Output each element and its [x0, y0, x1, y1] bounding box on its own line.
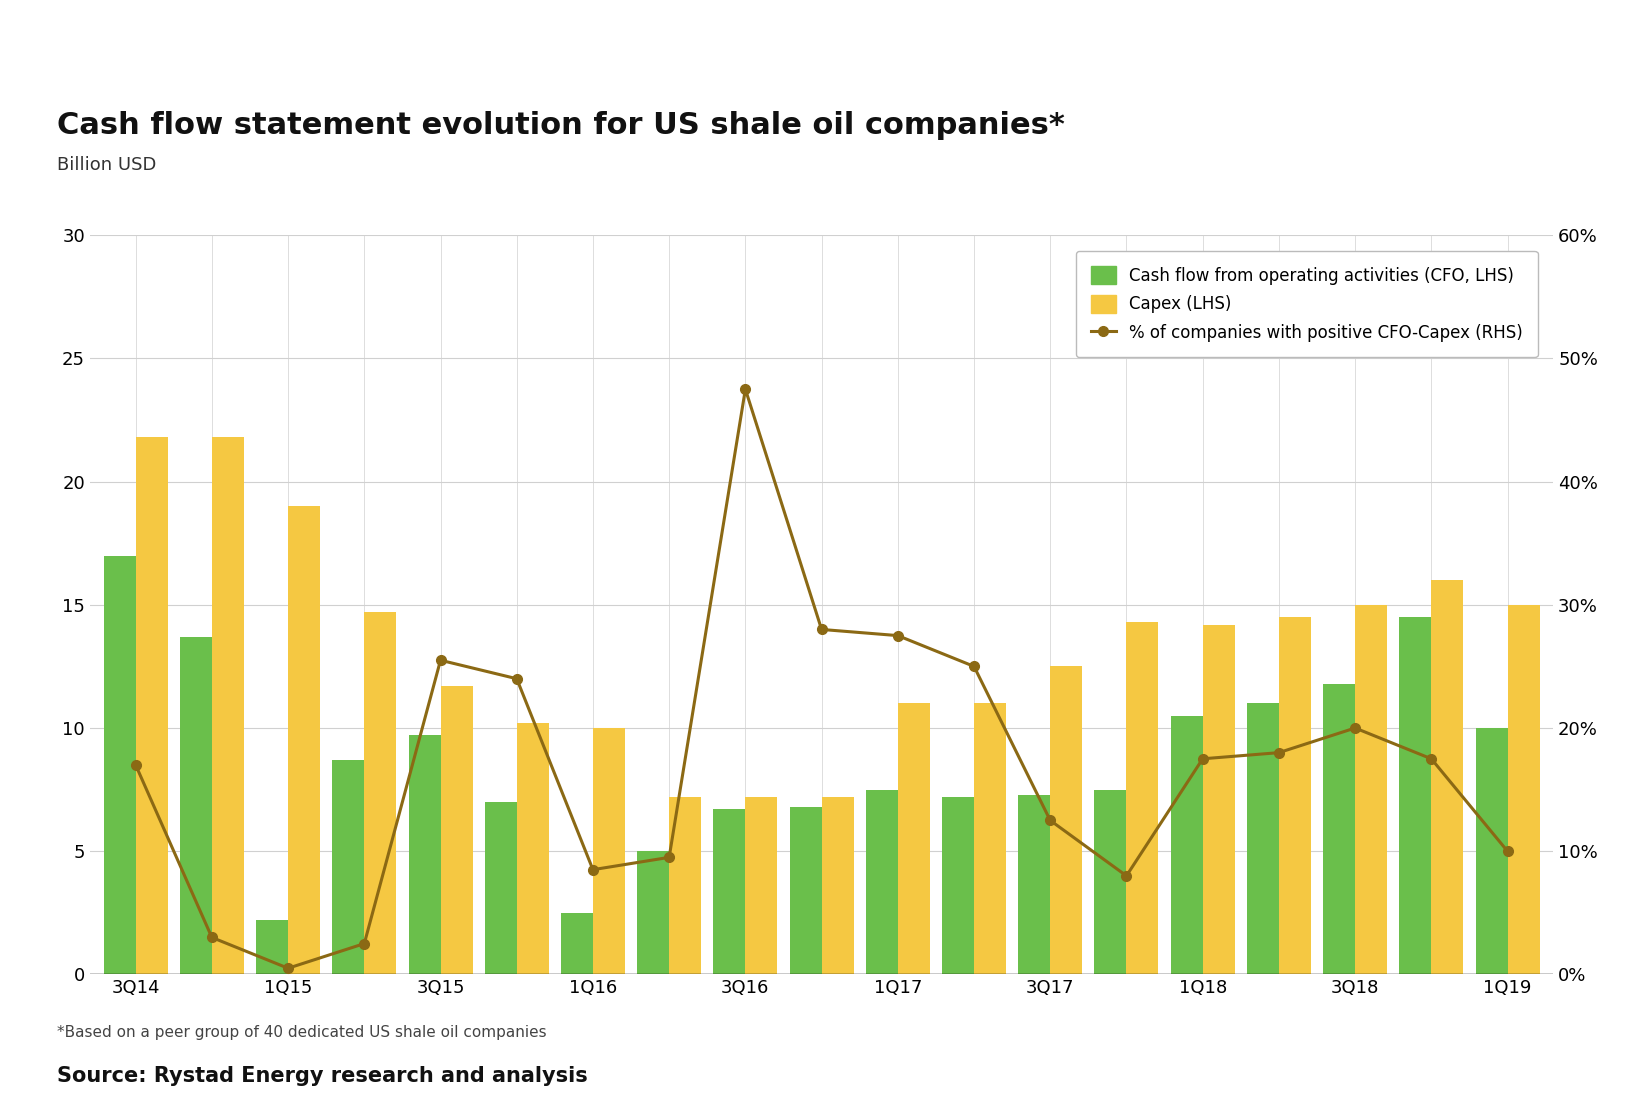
Bar: [409, 736, 440, 974]
Bar: [974, 703, 1006, 974]
Bar: [561, 913, 594, 974]
Text: Source: Rystad Energy research and analysis: Source: Rystad Energy research and analy…: [57, 1066, 589, 1086]
Bar: [1203, 625, 1234, 974]
Bar: [257, 921, 288, 974]
Bar: [1171, 716, 1203, 974]
Bar: [867, 790, 898, 974]
Bar: [790, 806, 822, 974]
Bar: [1400, 617, 1431, 974]
Bar: [1279, 617, 1311, 974]
Bar: [1323, 683, 1355, 974]
Bar: [288, 506, 320, 974]
Bar: [1475, 728, 1507, 974]
Bar: [484, 802, 517, 974]
Bar: [942, 797, 974, 974]
Bar: [1094, 790, 1127, 974]
Bar: [332, 760, 365, 974]
Bar: [103, 556, 136, 974]
Bar: [1507, 605, 1540, 974]
Bar: [136, 437, 168, 974]
Bar: [180, 637, 213, 974]
Text: Billion USD: Billion USD: [57, 156, 157, 174]
Bar: [898, 703, 930, 974]
Bar: [1127, 622, 1159, 974]
Bar: [365, 613, 396, 974]
Text: *Based on a peer group of 40 dedicated US shale oil companies: *Based on a peer group of 40 dedicated U…: [57, 1025, 546, 1039]
Bar: [440, 687, 473, 974]
Text: Cash flow statement evolution for US shale oil companies*: Cash flow statement evolution for US sha…: [57, 111, 1064, 140]
Bar: [594, 728, 625, 974]
Bar: [1248, 703, 1279, 974]
Bar: [746, 797, 777, 974]
Bar: [1050, 666, 1082, 974]
Bar: [1431, 580, 1463, 974]
Bar: [517, 724, 549, 974]
Legend: Cash flow from operating activities (CFO, LHS), Capex (LHS), % of companies with: Cash flow from operating activities (CFO…: [1076, 251, 1537, 357]
Bar: [1355, 605, 1386, 974]
Bar: [822, 797, 853, 974]
Bar: [638, 851, 669, 974]
Bar: [1019, 794, 1050, 974]
Bar: [669, 797, 701, 974]
Bar: [713, 810, 746, 974]
Bar: [213, 437, 244, 974]
